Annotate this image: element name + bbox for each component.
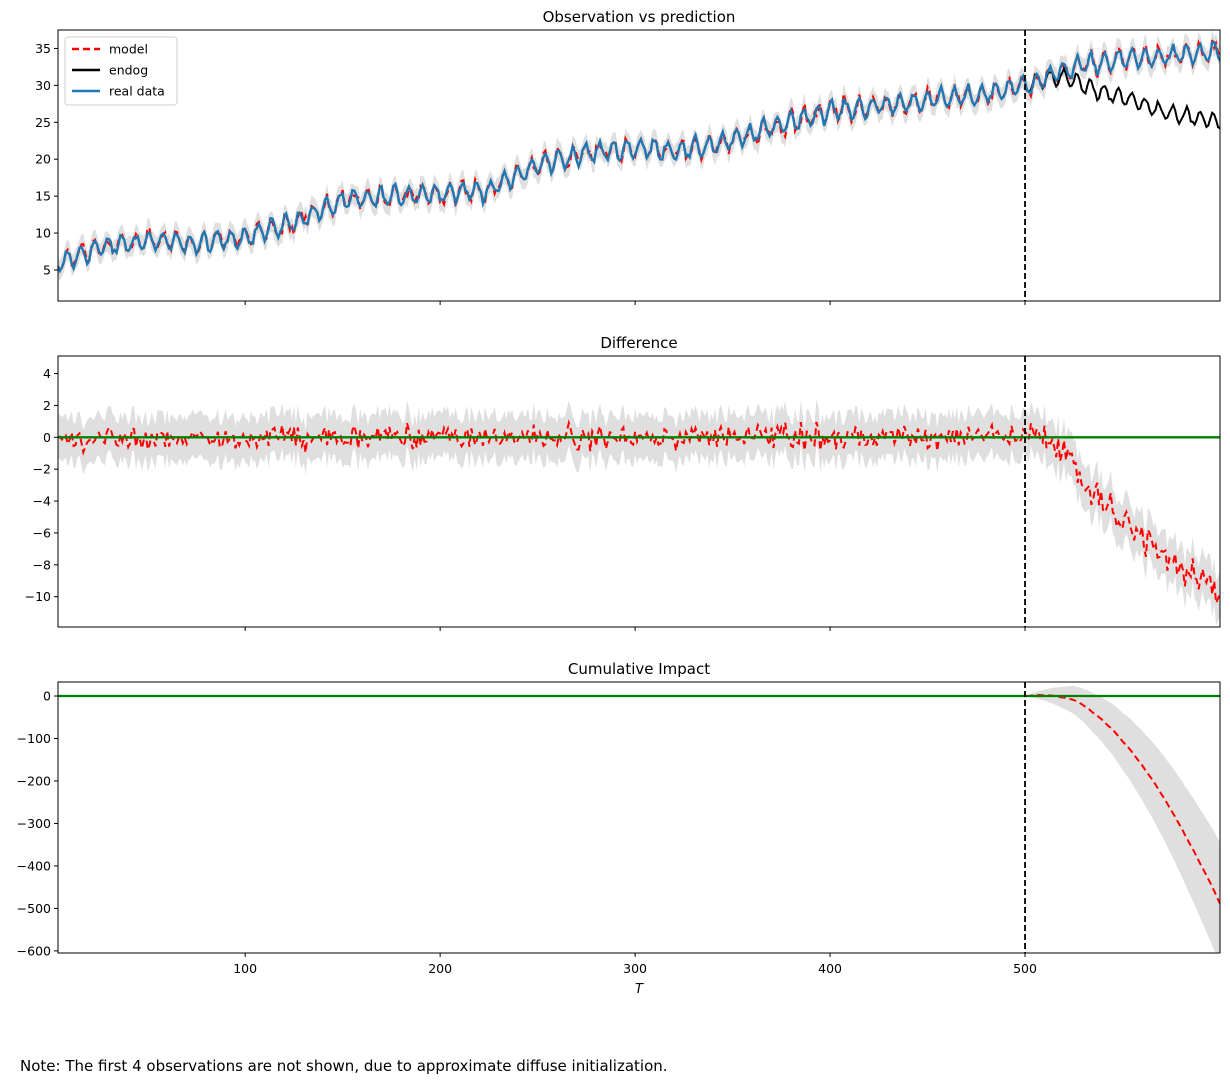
axes-frame bbox=[57, 29, 1221, 302]
y-tick-label: 35 bbox=[35, 41, 51, 56]
legend-label: endog bbox=[109, 63, 148, 78]
y-tick-label: 15 bbox=[35, 189, 51, 204]
chart-panel-1: Observation vs prediction 5 10 15 20 25 30 35 mo… bbox=[35, 8, 1221, 305]
legend-label: model bbox=[109, 42, 148, 57]
chart-panel-3: Cumulative Impact 0 −100 −200 −300 −400 −500 −6… bbox=[17, 660, 1221, 997]
y-tick-label: −200 bbox=[17, 773, 51, 788]
y-tick-label: 0 bbox=[43, 430, 51, 445]
y-tick-label: −300 bbox=[17, 816, 51, 831]
legend-box bbox=[64, 36, 178, 106]
y-tick-label: 25 bbox=[35, 115, 51, 130]
series-line-difference bbox=[58, 419, 1220, 607]
legend-label: real data bbox=[109, 84, 165, 99]
y-tick-label: 20 bbox=[35, 152, 51, 167]
y-tick-label: −6 bbox=[33, 525, 51, 540]
x-tick-label: 200 bbox=[428, 961, 452, 976]
confidence-interval bbox=[58, 30, 1220, 282]
y-tick-label: −2 bbox=[33, 462, 51, 477]
y-tick-label: 4 bbox=[43, 366, 51, 381]
plot-area bbox=[58, 686, 1220, 953]
x-tick-label: 100 bbox=[233, 961, 257, 976]
chart-title: Observation vs prediction bbox=[543, 8, 736, 26]
axes-frame bbox=[57, 355, 1221, 628]
axes-frame bbox=[57, 681, 1221, 954]
y-tick-label: −400 bbox=[17, 858, 51, 873]
legend: model endog real data bbox=[64, 36, 178, 106]
plot-area bbox=[58, 30, 1220, 282]
x-tick-label: 500 bbox=[1013, 961, 1037, 976]
chart-title: Difference bbox=[600, 334, 677, 352]
y-tick-label: −10 bbox=[25, 589, 51, 604]
y-tick-label: 0 bbox=[43, 689, 51, 704]
plot-area bbox=[58, 399, 1220, 626]
y-tick-label: 2 bbox=[43, 398, 51, 413]
figure-note: Note: The first 4 observations are not s… bbox=[20, 1057, 668, 1075]
series-line-real-data bbox=[58, 40, 1220, 274]
chart-panel-2: Difference 4 2 0 −2 −4 −6 −8 −10 bbox=[25, 334, 1221, 631]
y-tick-label: 5 bbox=[43, 262, 51, 277]
y-tick-label: 10 bbox=[35, 226, 51, 241]
chart-title: Cumulative Impact bbox=[568, 660, 710, 678]
y-tick-label: −4 bbox=[33, 494, 51, 509]
x-axis-label: T bbox=[635, 982, 644, 997]
y-tick-label: −100 bbox=[17, 731, 51, 746]
series-line-difference bbox=[58, 693, 1220, 905]
y-tick-label: 30 bbox=[35, 78, 51, 93]
y-tick-label: −600 bbox=[17, 943, 51, 958]
confidence-interval bbox=[58, 399, 1220, 626]
x-tick-label: 300 bbox=[623, 961, 647, 976]
confidence-interval bbox=[58, 686, 1220, 953]
y-tick-label: −500 bbox=[17, 901, 51, 916]
x-tick-label: 400 bbox=[818, 961, 842, 976]
y-tick-label: −8 bbox=[33, 557, 51, 572]
